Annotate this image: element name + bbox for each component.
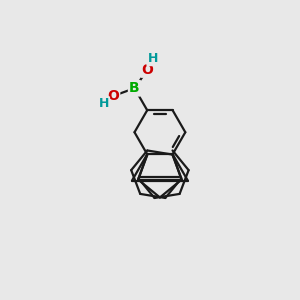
Text: H: H — [148, 52, 158, 65]
Text: O: O — [142, 62, 154, 76]
Text: H: H — [98, 98, 109, 110]
Text: B: B — [129, 81, 140, 95]
Text: O: O — [107, 89, 119, 103]
